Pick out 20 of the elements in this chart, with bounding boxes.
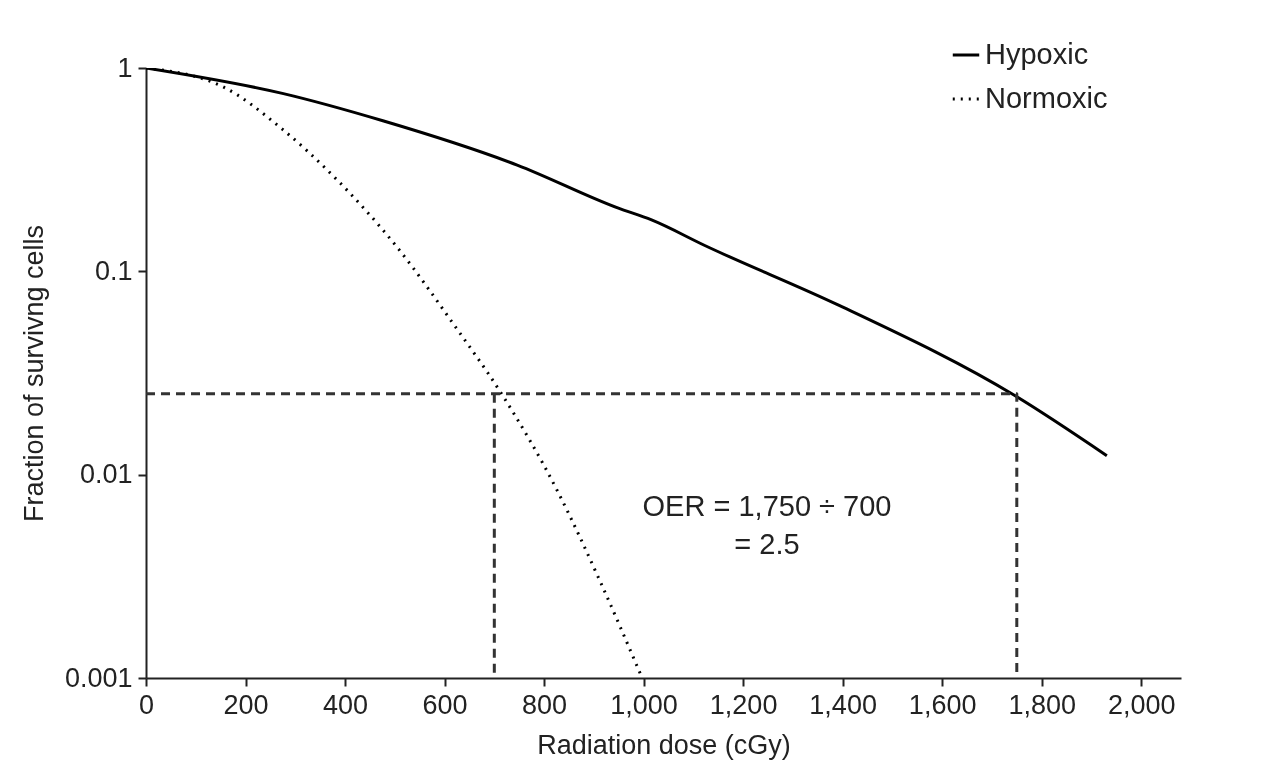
legend-label: Hypoxic (985, 38, 1089, 70)
x-tick-label: 600 (422, 689, 468, 720)
legend-label: Normoxic (985, 82, 1108, 114)
y-tick-label: 0.001 (64, 662, 133, 693)
x-tick-label: 1,800 (1008, 689, 1076, 720)
x-axis-title: Radiation dose (cGy) (537, 729, 791, 760)
y-tick-label: 1 (117, 52, 133, 83)
x-tick-label: 0 (138, 689, 155, 720)
x-tick-label: 1,600 (908, 689, 977, 720)
y-tick-label: 0.01 (79, 459, 133, 490)
x-tick-label: 400 (323, 689, 369, 720)
annotation: OER = 1,750 ÷ 700 = 2.5 (642, 490, 892, 561)
x-tick-label: 2,000 (1107, 689, 1176, 720)
x-tick-label: 200 (223, 689, 269, 720)
x-tick-label: 1,000 (610, 689, 678, 720)
x-tick-label: 800 (522, 689, 568, 720)
y-axis-title: Fraction of survivng cells (18, 224, 49, 523)
x-tick-label: 1,200 (709, 689, 778, 720)
y-tick-label: 0.1 (94, 255, 133, 286)
x-tick-label: 1,400 (809, 689, 877, 720)
